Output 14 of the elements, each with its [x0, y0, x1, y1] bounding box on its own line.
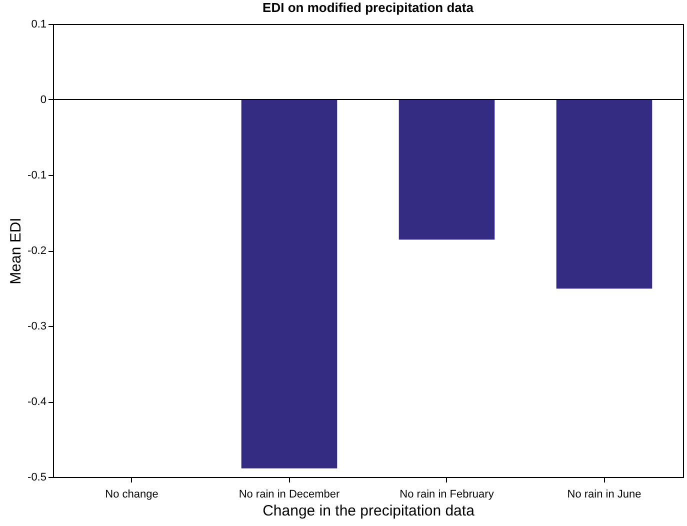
y-tick-label: -0.1 — [28, 170, 46, 182]
chart-title: EDI on modified precipitation data — [262, 0, 474, 15]
x-tick-label: No rain in June — [567, 488, 642, 500]
x-tick-label: No rain in February — [400, 488, 494, 500]
y-tick-label: -0.2 — [28, 245, 46, 257]
x-axis-title: Change in the precipitation data — [262, 502, 476, 520]
y-tick-label: -0.4 — [28, 396, 46, 408]
x-tick-label: No change — [105, 488, 158, 500]
x-tick-label: No rain in December — [238, 488, 340, 500]
y-axis-title: Mean EDI — [8, 218, 25, 284]
y-tick-label: 0 — [40, 94, 46, 106]
y-tick-label: -0.3 — [28, 320, 46, 332]
y-tick-label: 0.1 — [31, 18, 46, 30]
y-tick-label: -0.5 — [28, 472, 46, 484]
